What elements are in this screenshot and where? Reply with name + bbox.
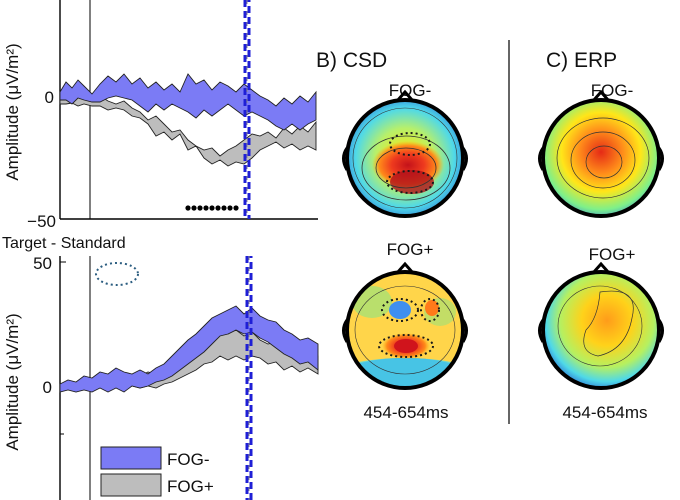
legend-label-fog-plus: FOG+	[167, 477, 214, 496]
bottom-tick-label-0: 0	[43, 378, 52, 397]
bottom-fog-minus-band	[59, 305, 319, 393]
legend-swatch-fog-plus	[100, 473, 162, 497]
electrode-region-marker	[95, 262, 139, 286]
legend-label-fog-minus: FOG-	[167, 450, 210, 469]
legend-swatch-fog-minus	[100, 446, 162, 470]
csd-map-label-fog-plus: FOG+	[387, 240, 434, 259]
bottom-y-axis-label: Amplitude (μV/m²)	[3, 313, 22, 450]
top-tick-label-0: 0	[45, 88, 54, 107]
top-significance-markers	[185, 205, 239, 211]
bottom-panel-title: Target - Standard	[2, 235, 126, 252]
erp-map-label-fog-minus: FOG-	[591, 81, 634, 100]
erp-topomap-fog-plus	[538, 261, 664, 390]
erp-map-label-fog-plus: FOG+	[589, 245, 636, 264]
bottom-waveform-panel: Target - Standard 50 0 Amplitude (μV/m²)…	[2, 235, 319, 500]
csd-topomap-fog-minus	[342, 89, 468, 218]
csd-time-window: 454-654ms	[363, 403, 448, 422]
panel-b-csd: B) CSD FOG- FOG+	[316, 49, 468, 422]
top-time-window-marker	[243, 0, 251, 219]
top-waveform-panel: 0 −50 Amplitude (μV/m²)	[3, 0, 318, 231]
panel-c-title: C) ERP	[546, 49, 617, 72]
panel-c-erp: C) ERP FOG- FOG+	[538, 49, 664, 422]
csd-topomap-fog-plus	[342, 261, 468, 390]
erp-time-window: 454-654ms	[562, 403, 647, 422]
top-tick-label-minus50: −50	[27, 212, 56, 231]
legend: FOG- FOG+	[100, 446, 214, 497]
top-y-axis-label: Amplitude (μV/m²)	[3, 43, 22, 180]
bottom-tick-label-50: 50	[33, 254, 52, 273]
bottom-time-window-marker	[245, 256, 253, 500]
panel-b-title: B) CSD	[316, 49, 387, 72]
erp-topomap-fog-minus	[538, 89, 664, 218]
top-fog-minus-band	[59, 73, 317, 131]
top-fog-plus-band	[59, 91, 317, 167]
csd-map-label-fog-minus: FOG-	[389, 81, 432, 100]
